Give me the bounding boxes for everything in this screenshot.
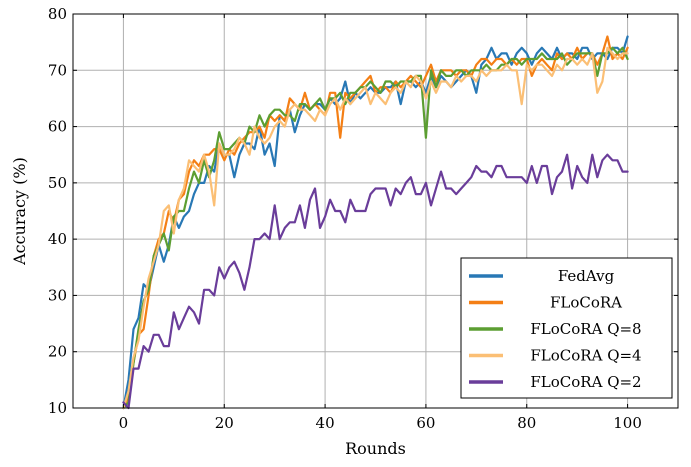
x-tick-label: 80 bbox=[517, 414, 536, 432]
series-line-3 bbox=[122, 46, 629, 410]
y-tick-label: 40 bbox=[48, 230, 67, 248]
series-lines bbox=[122, 35, 629, 410]
legend-label: FLoCoRA Q=8 bbox=[530, 320, 641, 338]
legend-label: FedAvg bbox=[558, 267, 615, 285]
x-tick-label: 40 bbox=[316, 414, 335, 432]
y-tick-label: 10 bbox=[48, 399, 67, 417]
axis-ticks: 0 20 40 60 80 100 10 20 30 40 50 60 70 80 bbox=[48, 5, 678, 432]
y-tick-label: 70 bbox=[48, 61, 67, 79]
series-line-5 bbox=[122, 153, 629, 410]
legend-label: FLoCoRA bbox=[550, 294, 622, 312]
legend: FedAvg FLoCoRA FLoCoRA Q=8 FLoCoRA Q=4 FLoCo… bbox=[460, 257, 673, 399]
plot-frame bbox=[72, 13, 679, 409]
y-tick-label: 50 bbox=[48, 174, 67, 192]
y-tick-label: 30 bbox=[48, 286, 67, 304]
x-tick-label: 0 bbox=[119, 414, 129, 432]
y-axis-label: Accuracy (%) bbox=[10, 157, 29, 266]
legend-label: FLoCoRA Q=2 bbox=[530, 373, 641, 391]
x-tick-label: 100 bbox=[613, 414, 642, 432]
legend-label: FLoCoRA Q=4 bbox=[530, 347, 641, 365]
y-tick-label: 60 bbox=[48, 118, 67, 136]
x-tick-label: 60 bbox=[416, 414, 435, 432]
x-tick-label: 20 bbox=[215, 414, 234, 432]
y-tick-label: 20 bbox=[48, 343, 67, 361]
series-line-4 bbox=[122, 46, 629, 410]
x-axis-label: Rounds bbox=[345, 439, 406, 458]
y-tick-label: 80 bbox=[48, 5, 67, 23]
